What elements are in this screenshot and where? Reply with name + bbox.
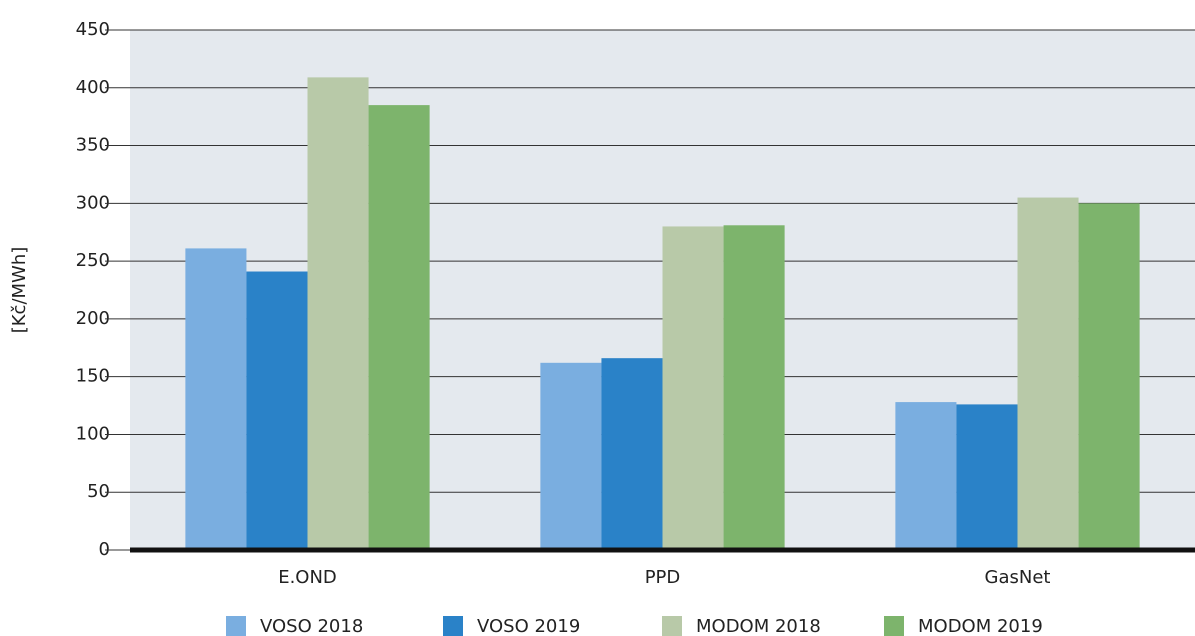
x-tick-label: PPD [645,567,681,588]
legend-label: VOSO 2019 [477,616,580,636]
bar [307,77,369,550]
bar [895,402,957,550]
bar [540,362,602,550]
x-tick-label: E.OND [278,567,337,588]
legend-swatch [226,616,246,636]
y-tick-label: 350 [76,135,110,156]
y-tick-label: 450 [76,19,110,40]
bar [1017,197,1079,551]
legend-swatch [662,616,682,636]
legend-label: MODOM 2018 [696,616,821,636]
legend-label: VOSO 2018 [260,616,363,636]
y-tick-label: 400 [76,77,110,98]
legend-swatch [443,616,463,636]
x-tick-label: GasNet [985,567,1051,588]
bar [246,271,308,550]
y-tick-label: 200 [76,308,110,329]
bar [601,358,663,550]
bar [185,248,247,550]
y-tick-label: 150 [76,366,110,387]
y-tick-label: 100 [76,423,110,444]
legend-swatch [884,616,904,636]
y-tick-label: 250 [76,250,110,271]
y-tick-label: 50 [87,481,110,502]
bar [956,404,1018,550]
bar [723,225,785,551]
y-axis-label: [Kč/MWh] [9,247,30,334]
y-tick-label: 300 [76,192,110,213]
y-tick-label: 0 [99,539,110,560]
legend-label: MODOM 2019 [918,616,1043,636]
bar [662,226,724,550]
bar [1078,203,1140,551]
bar [368,105,430,550]
